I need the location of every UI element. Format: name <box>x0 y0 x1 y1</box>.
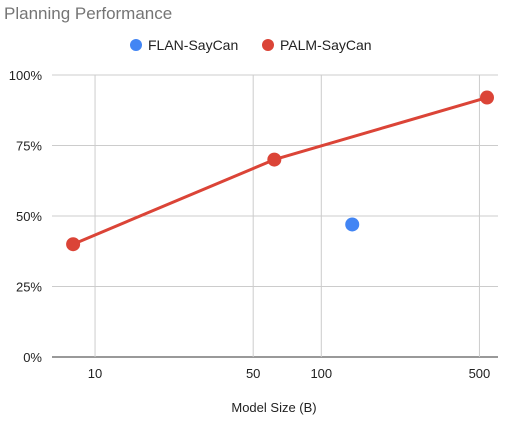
y-tick-label: 0% <box>23 350 42 365</box>
y-tick-label: 100% <box>9 68 43 83</box>
data-point-palm-saycan <box>267 152 282 167</box>
y-axis-ticks: 0% 25% 50% 75% 100% <box>9 68 43 365</box>
legend-label-palm-saycan: PALM-SayCan <box>280 37 372 53</box>
y-tick-label: 50% <box>16 209 42 224</box>
legend-label-flan-saycan: FLAN-SayCan <box>148 37 238 53</box>
x-tick-label: 50 <box>246 366 260 381</box>
legend: FLAN-SayCan PALM-SayCan <box>130 37 372 53</box>
data-point-palm-saycan <box>66 237 81 252</box>
x-axis-title: Model Size (B) <box>231 400 316 415</box>
series-line-palm-saycan <box>72 96 488 246</box>
x-tick-label: 500 <box>469 366 491 381</box>
x-axis-ticks: 10 50 100 500 <box>88 366 490 381</box>
y-tick-label: 75% <box>16 139 42 154</box>
x-tick-label: 100 <box>310 366 332 381</box>
y-tick-label: 25% <box>16 280 42 295</box>
chart-title: Planning Performance <box>4 4 172 23</box>
data-point-palm-saycan <box>480 90 494 105</box>
legend-marker-palm-saycan <box>262 39 274 51</box>
series <box>66 90 494 252</box>
legend-marker-flan-saycan <box>130 39 142 51</box>
x-tick-label: 10 <box>88 366 102 381</box>
gridlines <box>52 74 498 358</box>
data-point-flan-saycan <box>345 217 360 232</box>
